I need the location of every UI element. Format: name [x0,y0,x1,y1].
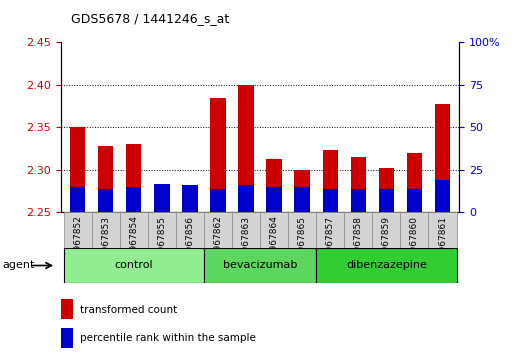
Text: GSM967865: GSM967865 [298,216,307,270]
Bar [351,189,366,212]
Bar [379,189,394,212]
Bar [400,212,429,276]
Bar [148,212,176,276]
Text: GSM967854: GSM967854 [129,216,138,270]
Bar [98,189,114,212]
Bar [323,150,338,212]
Bar [232,212,260,276]
Bar [266,159,282,212]
Text: dibenzazepine: dibenzazepine [346,261,427,270]
Text: GSM967858: GSM967858 [354,216,363,270]
Bar [120,212,148,276]
Bar [63,212,91,276]
Bar [295,170,310,212]
Bar [288,212,316,276]
Bar [154,191,169,212]
Bar [126,187,142,212]
Bar [238,185,254,212]
Text: GSM967862: GSM967862 [213,216,222,270]
Bar [238,85,254,212]
Bar [429,212,457,276]
Bar [176,212,204,276]
Bar [61,299,73,319]
Bar [61,328,73,348]
Text: GSM967859: GSM967859 [382,216,391,270]
Bar [182,185,197,212]
Bar [182,189,197,212]
Text: GSM967857: GSM967857 [326,216,335,270]
Text: transformed count: transformed count [80,305,177,315]
Text: bevacizumab: bevacizumab [223,261,297,270]
Bar [295,187,310,212]
Text: percentile rank within the sample: percentile rank within the sample [80,333,256,343]
Bar [407,189,422,212]
Text: control: control [115,261,153,270]
Bar [316,212,344,276]
Bar [210,98,225,212]
Text: GSM967855: GSM967855 [157,216,166,270]
Text: GSM967864: GSM967864 [270,216,279,270]
Bar [351,157,366,212]
Bar [204,212,232,276]
Bar [344,212,372,276]
Bar [435,180,450,212]
Bar [70,127,86,212]
Bar [379,168,394,212]
Bar [91,212,120,276]
Bar [323,189,338,212]
Bar [435,104,450,212]
Text: GSM967853: GSM967853 [101,216,110,270]
Bar [126,144,142,212]
Text: GSM967861: GSM967861 [438,216,447,270]
Text: GSM967852: GSM967852 [73,216,82,270]
Bar [210,189,225,212]
Text: GSM967863: GSM967863 [241,216,250,270]
Bar [407,153,422,212]
Bar [204,248,316,283]
Text: GSM967860: GSM967860 [410,216,419,270]
Bar [266,187,282,212]
Bar [260,212,288,276]
Bar [372,212,400,276]
Bar [154,183,169,212]
Bar [316,248,457,283]
Text: GSM967856: GSM967856 [185,216,194,270]
Text: agent: agent [3,261,35,270]
Text: GDS5678 / 1441246_s_at: GDS5678 / 1441246_s_at [71,12,230,25]
Bar [70,187,86,212]
Bar [98,146,114,212]
Bar [63,248,204,283]
